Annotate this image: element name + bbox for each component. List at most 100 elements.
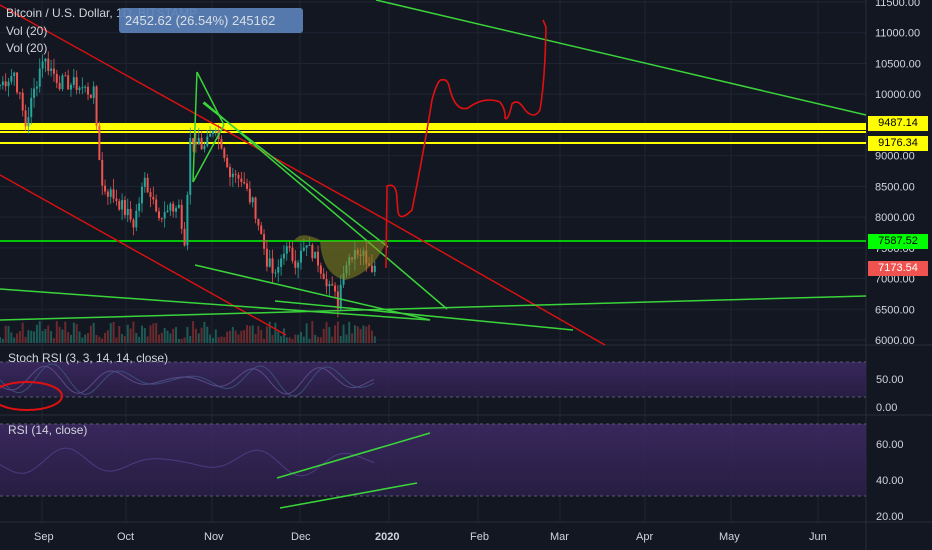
volume-bar bbox=[92, 322, 95, 343]
candle-body bbox=[228, 167, 231, 178]
candle-body bbox=[129, 208, 132, 220]
candle-body bbox=[160, 218, 163, 220]
candle-body bbox=[89, 94, 92, 98]
volume-bar bbox=[58, 326, 61, 343]
volume-bar bbox=[322, 328, 325, 343]
volume-bar bbox=[84, 334, 87, 343]
volume-legend-2[interactable]: Vol (20) bbox=[6, 41, 48, 55]
volume-bar bbox=[268, 321, 271, 343]
candle-body bbox=[234, 173, 237, 175]
wedge-line bbox=[202, 102, 389, 248]
triangle-line-3 bbox=[192, 71, 198, 183]
candle-body bbox=[268, 258, 271, 267]
rsi-tick-60: 60.00 bbox=[876, 439, 904, 451]
volume-bar bbox=[228, 330, 231, 343]
volume-bar bbox=[356, 326, 359, 343]
candle-body bbox=[118, 201, 121, 210]
volume-bar bbox=[302, 336, 305, 343]
volume-bar bbox=[64, 321, 67, 343]
candle-body bbox=[214, 130, 217, 132]
candle-body bbox=[328, 284, 331, 287]
candle-body bbox=[319, 265, 322, 274]
price-tag-label: 9176.34 bbox=[878, 137, 918, 149]
volume-bar bbox=[336, 321, 339, 343]
cup-pattern-highlight bbox=[294, 235, 386, 280]
volume-bar bbox=[189, 335, 192, 343]
volume-bar bbox=[243, 330, 246, 343]
candle-body bbox=[271, 258, 274, 274]
candle-body bbox=[183, 228, 186, 246]
rising-base-line bbox=[0, 295, 867, 321]
candle-body bbox=[95, 86, 98, 126]
time-tick: Sep bbox=[34, 531, 54, 543]
candle-body bbox=[38, 68, 41, 87]
candle-body bbox=[294, 260, 297, 268]
candle-body bbox=[35, 86, 38, 89]
volume-bar bbox=[180, 338, 183, 343]
volume-bar bbox=[118, 325, 121, 343]
candle-body bbox=[237, 174, 240, 179]
volume-bar bbox=[140, 325, 143, 343]
candle-body bbox=[24, 110, 27, 127]
volume-bar bbox=[4, 325, 7, 343]
stoch-rsi-legend[interactable]: Stoch RSI (3, 3, 14, 14, close) bbox=[8, 351, 169, 365]
candle-body bbox=[209, 133, 212, 137]
volume-bar bbox=[78, 331, 81, 343]
volume-bar bbox=[106, 330, 109, 343]
rsi-tick-40: 40.00 bbox=[876, 475, 904, 487]
oversold-circle-annotation bbox=[0, 381, 63, 411]
volume-bar bbox=[351, 333, 354, 343]
rsi-lower-trendline bbox=[279, 482, 418, 509]
volume-bar bbox=[359, 328, 362, 343]
candle-body bbox=[78, 87, 81, 90]
stoch-tick-0: 0.00 bbox=[876, 402, 897, 414]
time-tick: Jun bbox=[809, 531, 827, 543]
rsi-legend[interactable]: RSI (14, close) bbox=[8, 423, 88, 437]
candle-body bbox=[211, 130, 214, 134]
candle-body bbox=[274, 272, 277, 274]
time-tick: May bbox=[719, 531, 740, 543]
candle-body bbox=[336, 291, 339, 309]
volume-bar bbox=[163, 327, 166, 343]
volume-bar bbox=[246, 324, 249, 343]
volume-bar bbox=[0, 337, 1, 343]
stoch-tick-50: 50.00 bbox=[876, 374, 904, 386]
volume-bar bbox=[47, 325, 50, 343]
price-tag-label: 7587.52 bbox=[878, 235, 918, 247]
volume-bar bbox=[223, 336, 226, 343]
price-tick: 11000.00 bbox=[875, 28, 920, 40]
volume-legend-1[interactable]: Vol (20) bbox=[6, 24, 48, 38]
rsi-tick-20: 20.00 bbox=[876, 511, 904, 523]
volume-bar bbox=[305, 323, 308, 343]
candlesticks bbox=[0, 51, 376, 318]
volume-bar bbox=[146, 336, 149, 343]
volume-bar bbox=[87, 333, 90, 343]
volume-bar bbox=[314, 334, 317, 343]
candle-body bbox=[197, 137, 200, 145]
lower-support-line bbox=[0, 288, 431, 321]
volume-bar bbox=[1, 338, 4, 343]
candle-body bbox=[21, 92, 24, 111]
descending-resistance-line bbox=[0, 4, 389, 222]
time-tick-year: 2020 bbox=[375, 531, 399, 543]
price-tick: 10500.00 bbox=[875, 58, 921, 70]
candle-body bbox=[223, 148, 226, 159]
candle-body bbox=[325, 279, 328, 287]
candle-body bbox=[50, 68, 53, 71]
candle-body bbox=[138, 203, 141, 211]
time-tick: Mar bbox=[550, 531, 569, 543]
measure-tooltip: 2452.62 (26.54%) 245162 bbox=[119, 8, 303, 33]
candle-body bbox=[104, 185, 107, 192]
volume-bar bbox=[27, 330, 30, 343]
candle-body bbox=[200, 137, 203, 150]
price-tick: 8500.00 bbox=[875, 181, 915, 193]
volume-bar bbox=[143, 328, 146, 343]
candle-body bbox=[47, 58, 50, 71]
candle-body bbox=[146, 177, 149, 193]
volume-bar bbox=[353, 325, 356, 343]
volume-bar bbox=[214, 329, 217, 343]
rsi-line bbox=[0, 447, 375, 477]
candle-body bbox=[7, 81, 10, 87]
volume-bar bbox=[7, 326, 10, 343]
